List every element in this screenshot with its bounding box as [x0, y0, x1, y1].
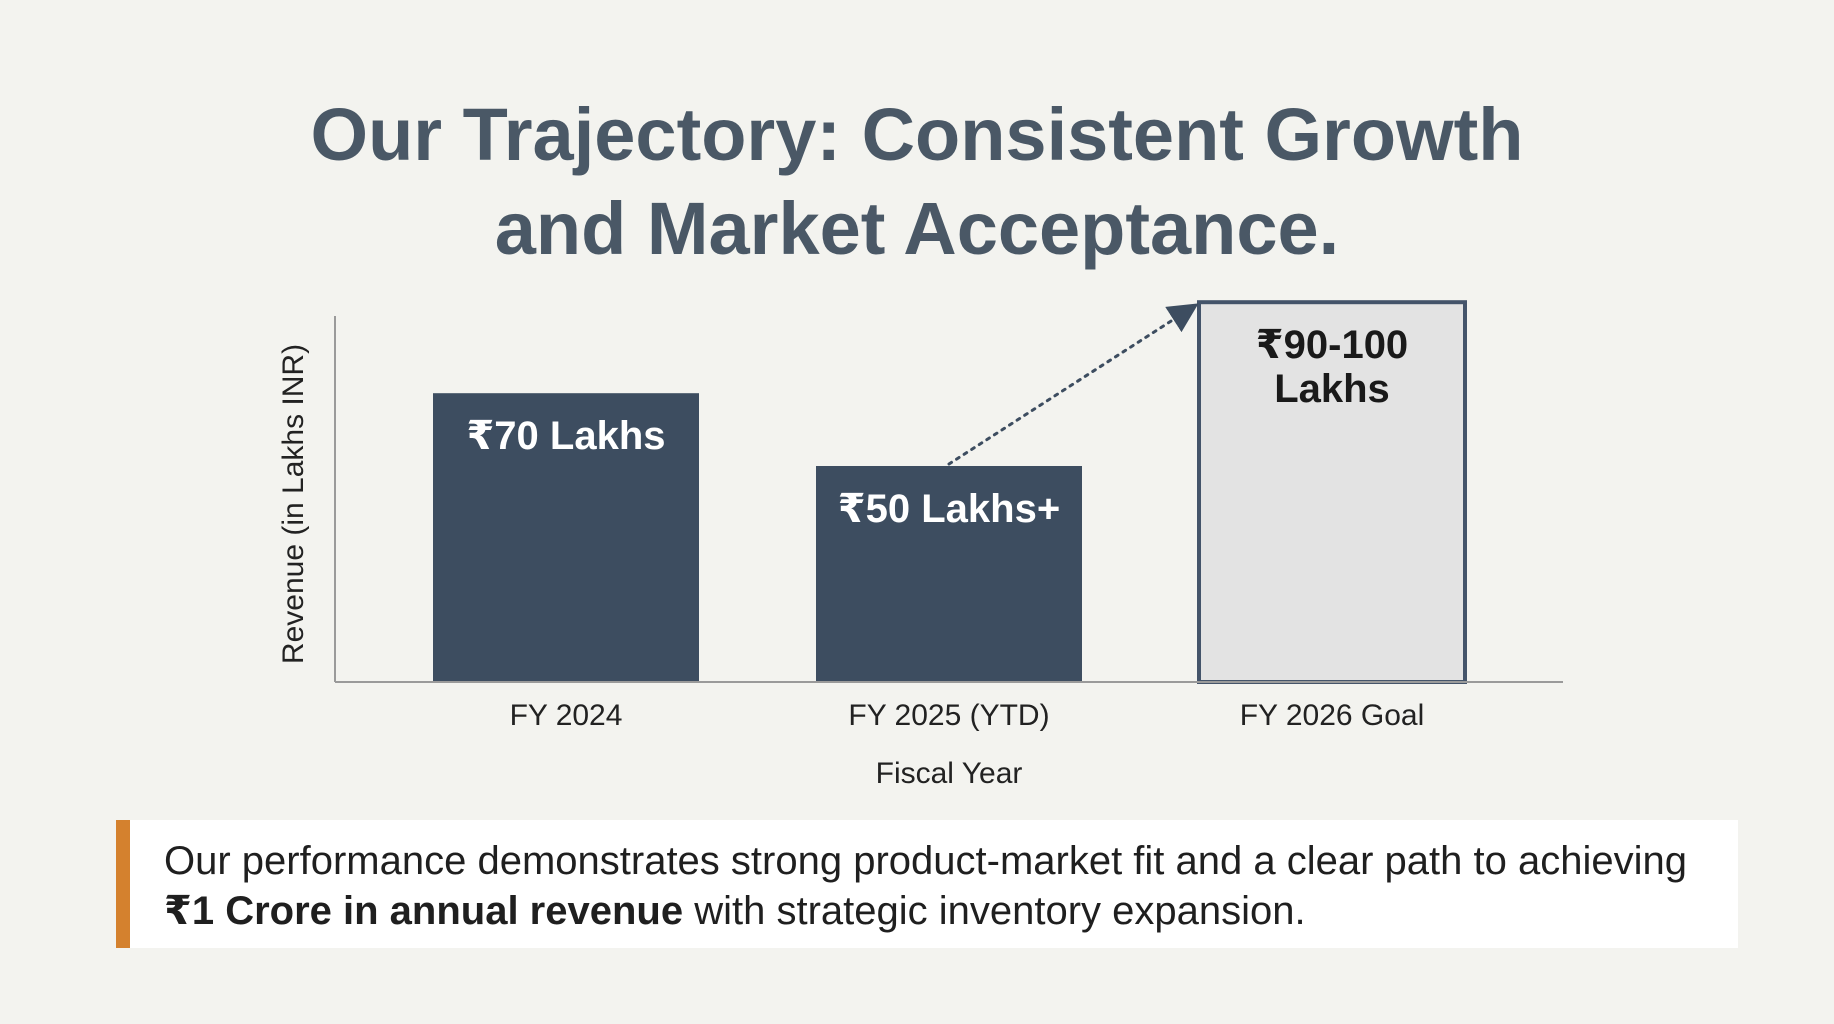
bar-2-data-label: ₹90-100 [1256, 323, 1408, 367]
bar-2-data-label: Lakhs [1274, 367, 1390, 411]
bar-2 [1197, 300, 1467, 684]
trend-arrow [947, 303, 1199, 466]
x-tick-label-0: FY 2024 [510, 699, 623, 732]
y-axis-label: Revenue (in Lakhs INR) [277, 344, 310, 664]
x-tick-label-2: FY 2026 Goal [1240, 699, 1425, 732]
slide-title: Our Trajectory: Consistent Growth and Ma… [0, 88, 1834, 276]
title-line-2: and Market Acceptance. [494, 187, 1340, 270]
bar-0 [433, 393, 699, 682]
bar-1 [816, 466, 1082, 682]
callout-text: Our performance demonstrates strong prod… [164, 839, 1687, 883]
callout-highlight: ₹1 Crore in annual revenue [164, 889, 684, 933]
x-axis-label: Fiscal Year [876, 757, 1023, 790]
callout-box: Our performance demonstrates strong prod… [116, 820, 1738, 948]
callout-text-end: with strategic inventory expansion. [683, 889, 1306, 933]
x-tick-label-1: FY 2025 (YTD) [848, 699, 1049, 732]
bar-0-data-label: ₹70 Lakhs [466, 414, 665, 458]
bar-1-data-label: ₹50 Lakhs+ [838, 487, 1060, 531]
x-tick-labels: FY 2024 FY 2025 (YTD) FY 2026 Goal [510, 699, 1425, 732]
annotation-layer [947, 303, 1199, 466]
title-line-1: Our Trajectory: Consistent Growth [310, 93, 1524, 176]
